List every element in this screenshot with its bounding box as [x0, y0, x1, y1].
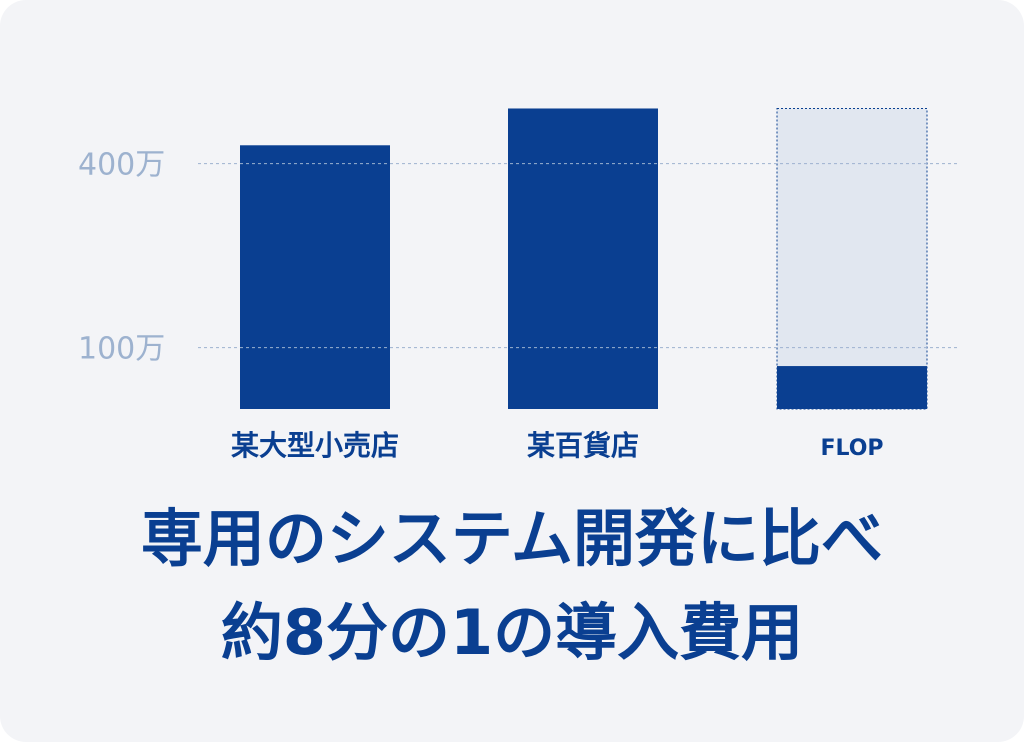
y-tick-label: 400万: [78, 148, 165, 183]
category-label: FLOP: [820, 436, 883, 461]
category-label: 某百貨店: [527, 429, 639, 462]
bar-1: [508, 108, 658, 409]
y-tick-label: 100万: [78, 332, 165, 367]
caption-line-1: 専用のシステム開発に比べ: [140, 502, 884, 575]
caption-line-2: 約8分の1の導入費用: [220, 596, 804, 669]
reference-bar-2: [776, 107, 928, 410]
category-label: 某大型小売店: [231, 429, 399, 462]
bar-0: [240, 145, 390, 409]
bar-2: [777, 366, 927, 409]
